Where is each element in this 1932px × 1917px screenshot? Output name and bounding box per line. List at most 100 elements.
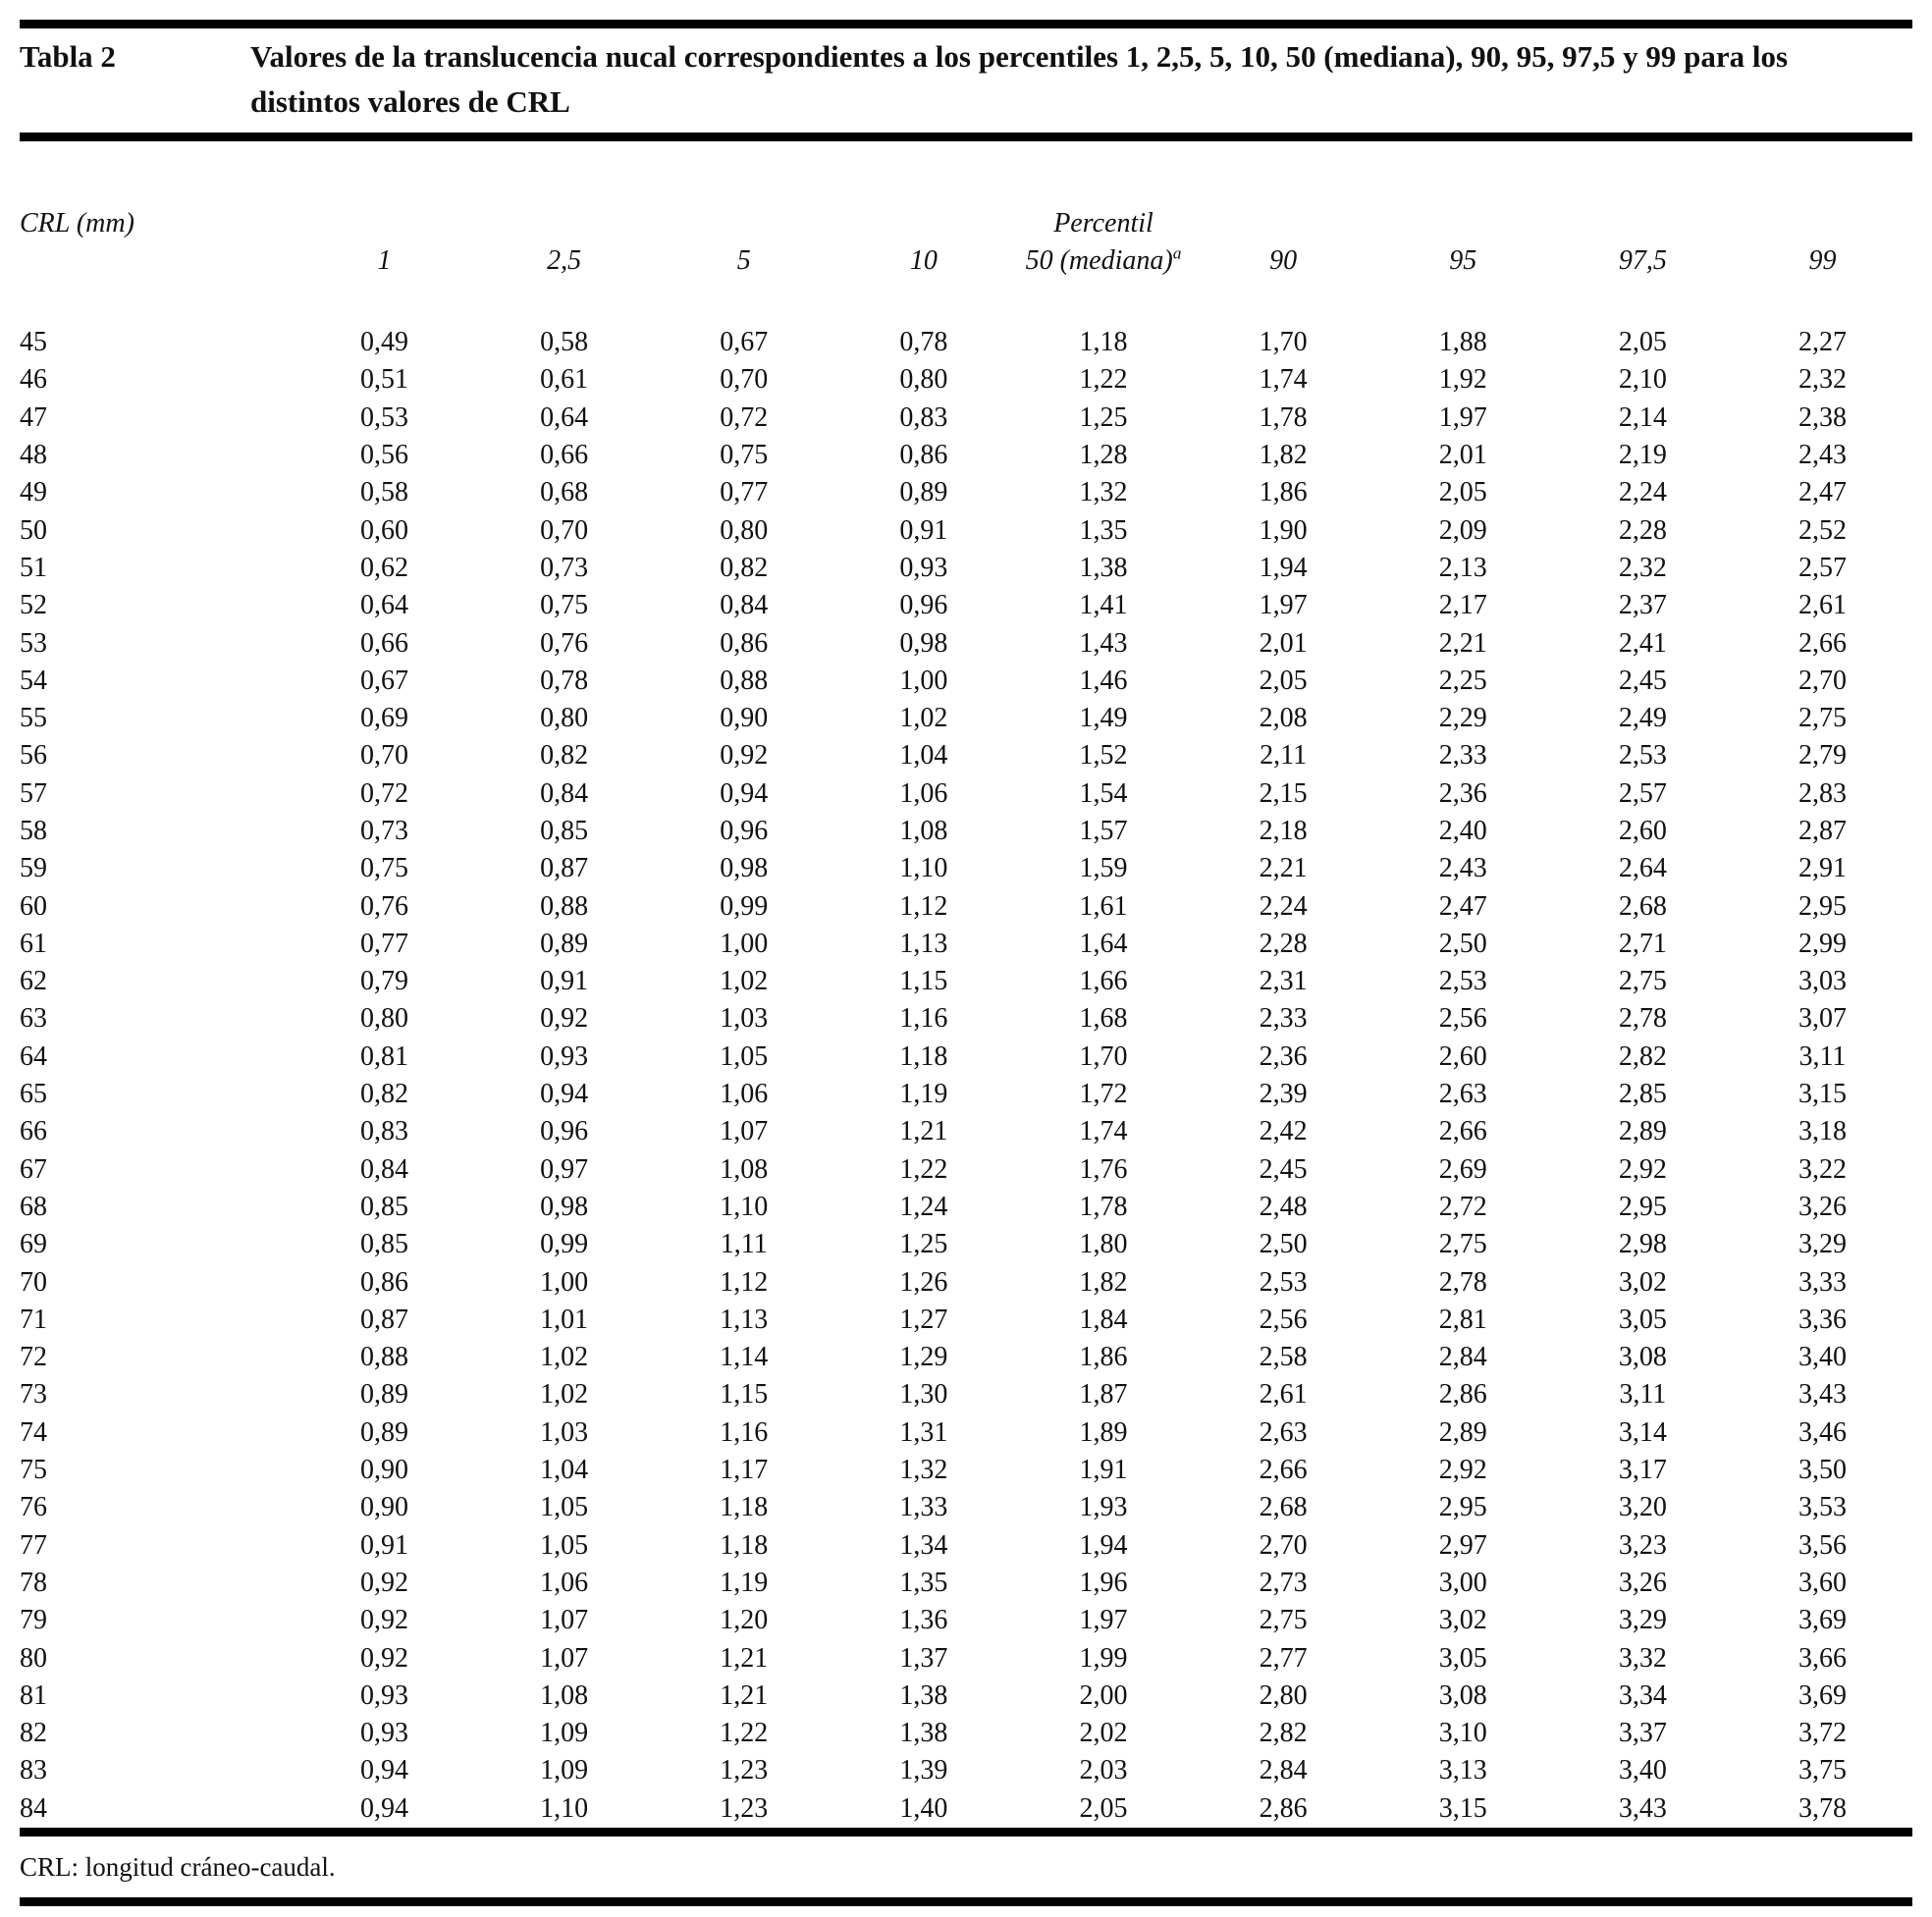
crl-value: 61 <box>20 928 47 959</box>
nt-value: 2,91 <box>1798 853 1847 884</box>
nt-value: 2,41 <box>1618 627 1667 659</box>
nt-value: 1,76 <box>1079 1153 1128 1185</box>
nt-value: 1,64 <box>1079 928 1128 959</box>
nt-value: 2,85 <box>1618 1079 1667 1110</box>
nt-value: 2,03 <box>1079 1755 1128 1786</box>
nt-value: 2,28 <box>1618 514 1667 546</box>
nt-value: 1,11 <box>720 1229 768 1260</box>
nt-value: 0,69 <box>360 703 409 734</box>
nt-value: 1,23 <box>720 1792 769 1824</box>
nt-value: 1,93 <box>1079 1492 1128 1523</box>
nt-value: 1,30 <box>899 1379 948 1411</box>
nt-value: 0,67 <box>360 665 409 696</box>
nt-value: 0,92 <box>540 1003 589 1035</box>
nt-value: 1,35 <box>899 1567 948 1598</box>
nt-value: 0,83 <box>360 1116 409 1147</box>
nt-value: 2,13 <box>1438 552 1487 583</box>
nt-value: 1,03 <box>720 1003 769 1035</box>
nt-value: 1,04 <box>899 740 948 772</box>
crl-value: 69 <box>20 1229 47 1260</box>
crl-value: 80 <box>20 1642 47 1674</box>
nt-value: 3,40 <box>1618 1755 1667 1786</box>
nt-value: 0,80 <box>360 1003 409 1035</box>
nt-value: 0,70 <box>540 514 589 546</box>
nt-value: 0,86 <box>360 1266 409 1298</box>
nt-value: 3,15 <box>1438 1792 1487 1824</box>
nt-value: 2,31 <box>1259 966 1308 997</box>
nt-value: 1,32 <box>1079 477 1128 508</box>
nt-value: 2,95 <box>1438 1492 1487 1523</box>
nt-value: 0,75 <box>360 853 409 884</box>
nt-value: 2,69 <box>1438 1153 1487 1185</box>
nt-value: 2,60 <box>1438 1040 1487 1072</box>
table-row: 64 0,81 0,93 1,05 1,18 1,70 2,36 2,60 2,82 3,11 <box>20 1038 1912 1076</box>
table-row: 65 0,82 0,94 1,06 1,19 1,72 2,39 2,63 2,85 3,15 <box>20 1076 1912 1113</box>
nt-value: 1,46 <box>1079 665 1128 696</box>
nt-value: 1,02 <box>540 1379 589 1411</box>
nt-value: 2,53 <box>1259 1266 1308 1298</box>
nt-value: 3,10 <box>1438 1718 1487 1749</box>
nt-value: 0,96 <box>899 590 948 621</box>
nt-value: 1,33 <box>899 1492 948 1523</box>
nt-value: 0,92 <box>360 1605 409 1636</box>
table-row: 52 0,64 0,75 0,84 0,96 1,41 1,97 2,17 2,37 2,61 <box>20 587 1912 624</box>
nt-value: 2,99 <box>1798 928 1847 959</box>
nt-value: 3,08 <box>1618 1342 1667 1373</box>
crl-value: 58 <box>20 816 47 846</box>
nt-value: 3,26 <box>1618 1567 1667 1598</box>
nt-value: 2,10 <box>1618 364 1667 396</box>
table-row: 81 0,93 1,08 1,21 1,38 2,00 2,80 3,08 3,34 3,69 <box>20 1677 1912 1715</box>
crl-value: 46 <box>20 364 47 396</box>
nt-value: 0,62 <box>360 552 409 583</box>
nt-value: 0,84 <box>720 590 769 621</box>
crl-value: 70 <box>20 1266 47 1298</box>
nt-value: 1,18 <box>720 1492 769 1523</box>
nt-value: 0,92 <box>360 1567 409 1598</box>
nt-value: 1,01 <box>540 1304 589 1335</box>
table-row: 56 0,70 0,82 0,92 1,04 1,52 2,11 2,33 2,53 2,79 <box>20 737 1912 774</box>
nt-value: 1,02 <box>540 1342 589 1373</box>
nt-value: 2,50 <box>1438 928 1487 959</box>
nt-value: 3,26 <box>1798 1191 1847 1222</box>
nt-value: 3,75 <box>1798 1755 1847 1786</box>
nt-value: 1,27 <box>899 1304 948 1335</box>
nt-value: 0,93 <box>360 1718 409 1749</box>
nt-value: 2,68 <box>1259 1492 1308 1523</box>
nt-value: 1,82 <box>1259 440 1308 471</box>
nt-value: 0,99 <box>540 1229 589 1260</box>
nt-value: 2,33 <box>1438 740 1487 772</box>
crl-column-header: CRL (mm) <box>20 208 134 239</box>
table-row: 46 0,51 0,61 0,70 0,80 1,22 1,74 1,92 2,10 2,32 <box>20 361 1912 399</box>
nt-value: 2,86 <box>1438 1379 1487 1411</box>
crl-value: 51 <box>20 552 47 583</box>
table-row: 53 0,66 0,76 0,86 0,98 1,43 2,01 2,21 2,41 2,66 <box>20 624 1912 662</box>
nt-value: 2,97 <box>1438 1529 1487 1561</box>
nt-value: 0,78 <box>899 327 948 358</box>
nt-value: 1,24 <box>899 1191 948 1222</box>
nt-value: 2,78 <box>1438 1266 1487 1298</box>
table-head: CRL (mm) Percentil 1 2,5 5 10 50 (mediana)a 9… <box>20 196 1912 283</box>
nt-value: 2,49 <box>1618 703 1667 734</box>
crl-value: 65 <box>20 1079 47 1110</box>
nt-value: 1,22 <box>899 1153 948 1185</box>
nt-value: 0,98 <box>720 853 769 884</box>
nt-value: 2,81 <box>1438 1304 1487 1335</box>
nt-value: 1,21 <box>720 1679 769 1711</box>
nt-value: 2,75 <box>1259 1605 1308 1636</box>
nt-value: 2,21 <box>1438 627 1487 659</box>
table-row: 84 0,94 1,10 1,23 1,40 2,05 2,86 3,15 3,43 3,78 <box>20 1790 1912 1828</box>
nt-value: 2,66 <box>1259 1455 1308 1486</box>
bottom-rule <box>20 1896 1912 1906</box>
table-row: 50 0,60 0,70 0,80 0,91 1,35 1,90 2,09 2,28 2,52 <box>20 511 1912 549</box>
nt-value: 2,24 <box>1259 890 1308 922</box>
nt-value: 1,05 <box>540 1492 589 1523</box>
nt-value: 2,84 <box>1438 1342 1487 1373</box>
table-row: 82 0,93 1,09 1,22 1,38 2,02 2,82 3,10 3,37 3,72 <box>20 1715 1912 1752</box>
table-row: 73 0,89 1,02 1,15 1,30 1,87 2,61 2,86 3,11 3,43 <box>20 1376 1912 1413</box>
nt-value: 1,84 <box>1079 1304 1128 1335</box>
table-body: 45 0,49 0,58 0,67 0,78 1,18 1,70 1,88 2,05 2,27 46… <box>20 283 1912 1828</box>
nt-value: 1,02 <box>720 966 769 997</box>
nt-value: 1,32 <box>899 1455 948 1486</box>
nt-value: 0,66 <box>360 627 409 659</box>
nt-value: 1,38 <box>1079 552 1128 583</box>
